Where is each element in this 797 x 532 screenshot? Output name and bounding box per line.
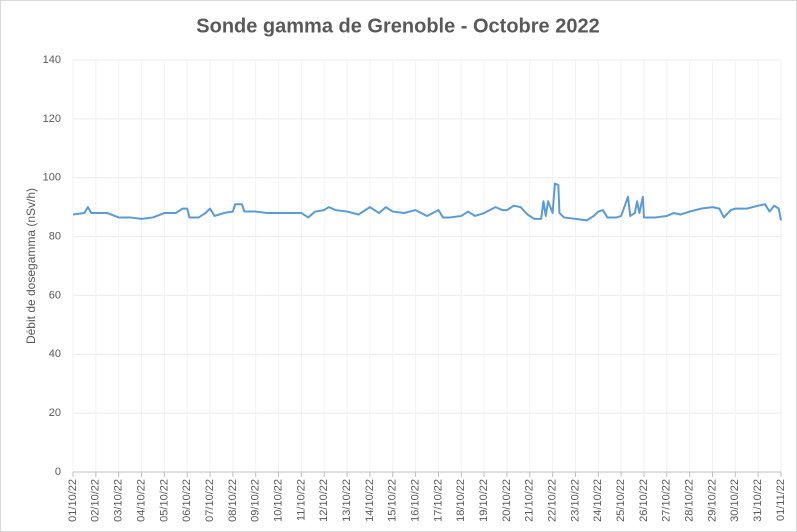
x-tick-label: 11/10/22 [295,479,307,521]
x-tick-label: 26/10/22 [638,479,650,522]
x-tick-label: 01/11/22 [775,479,787,521]
x-tick-label: 19/10/22 [478,479,490,522]
x-tick-label: 18/10/22 [455,479,467,522]
x-tick-label: 13/10/22 [341,479,353,522]
x-tick-label: 02/10/22 [90,479,102,522]
chart-title: Sonde gamma de Grenoble - Octobre 2022 [196,15,599,37]
x-tick-label: 28/10/22 [684,479,696,522]
x-tick-label: 20/10/22 [501,479,513,522]
y-tick-label: 100 [43,172,61,184]
x-tick-label: 22/10/22 [547,479,559,522]
x-tick-label: 01/10/22 [67,479,79,522]
x-tick-label: 04/10/22 [135,479,147,522]
x-tick-label: 17/10/22 [432,479,444,522]
x-tick-label: 16/10/22 [409,479,421,522]
y-tick-label: 60 [49,289,61,301]
x-tick-label: 10/10/22 [272,479,284,522]
x-tick-label: 15/10/22 [387,479,399,522]
y-tick-label: 40 [49,348,61,360]
data-line [72,182,782,222]
y-tick-label: 140 [43,54,61,66]
x-tick-label: 24/10/22 [592,479,604,522]
x-tick-label: 29/10/22 [706,479,718,522]
x-tick-label: 31/10/22 [752,479,764,522]
x-tick-label: 09/10/22 [250,479,262,522]
x-tick-label: 25/10/22 [615,479,627,522]
x-tick-label: 30/10/22 [729,479,741,522]
x-tick-label: 06/10/22 [181,479,193,522]
x-tick-label: 12/10/22 [318,479,330,522]
x-tick-label: 05/10/22 [158,479,170,522]
y-tick-label: 20 [49,407,61,419]
x-tick-label: 07/10/22 [204,479,216,522]
y-tick-label: 120 [43,113,61,125]
x-tick-label: 08/10/22 [227,479,239,522]
x-tick-label: 14/10/22 [364,479,376,522]
y-axis-label: Débit de dosegamma (nSv/h) [24,188,38,344]
y-tick-label: 80 [49,230,61,242]
y-tick-label: 0 [55,466,61,478]
x-tick-label: 21/10/22 [524,479,536,522]
x-tick-label: 23/10/22 [569,479,581,522]
x-tick-label: 27/10/22 [661,479,673,522]
x-tick-label: 03/10/22 [113,479,125,522]
